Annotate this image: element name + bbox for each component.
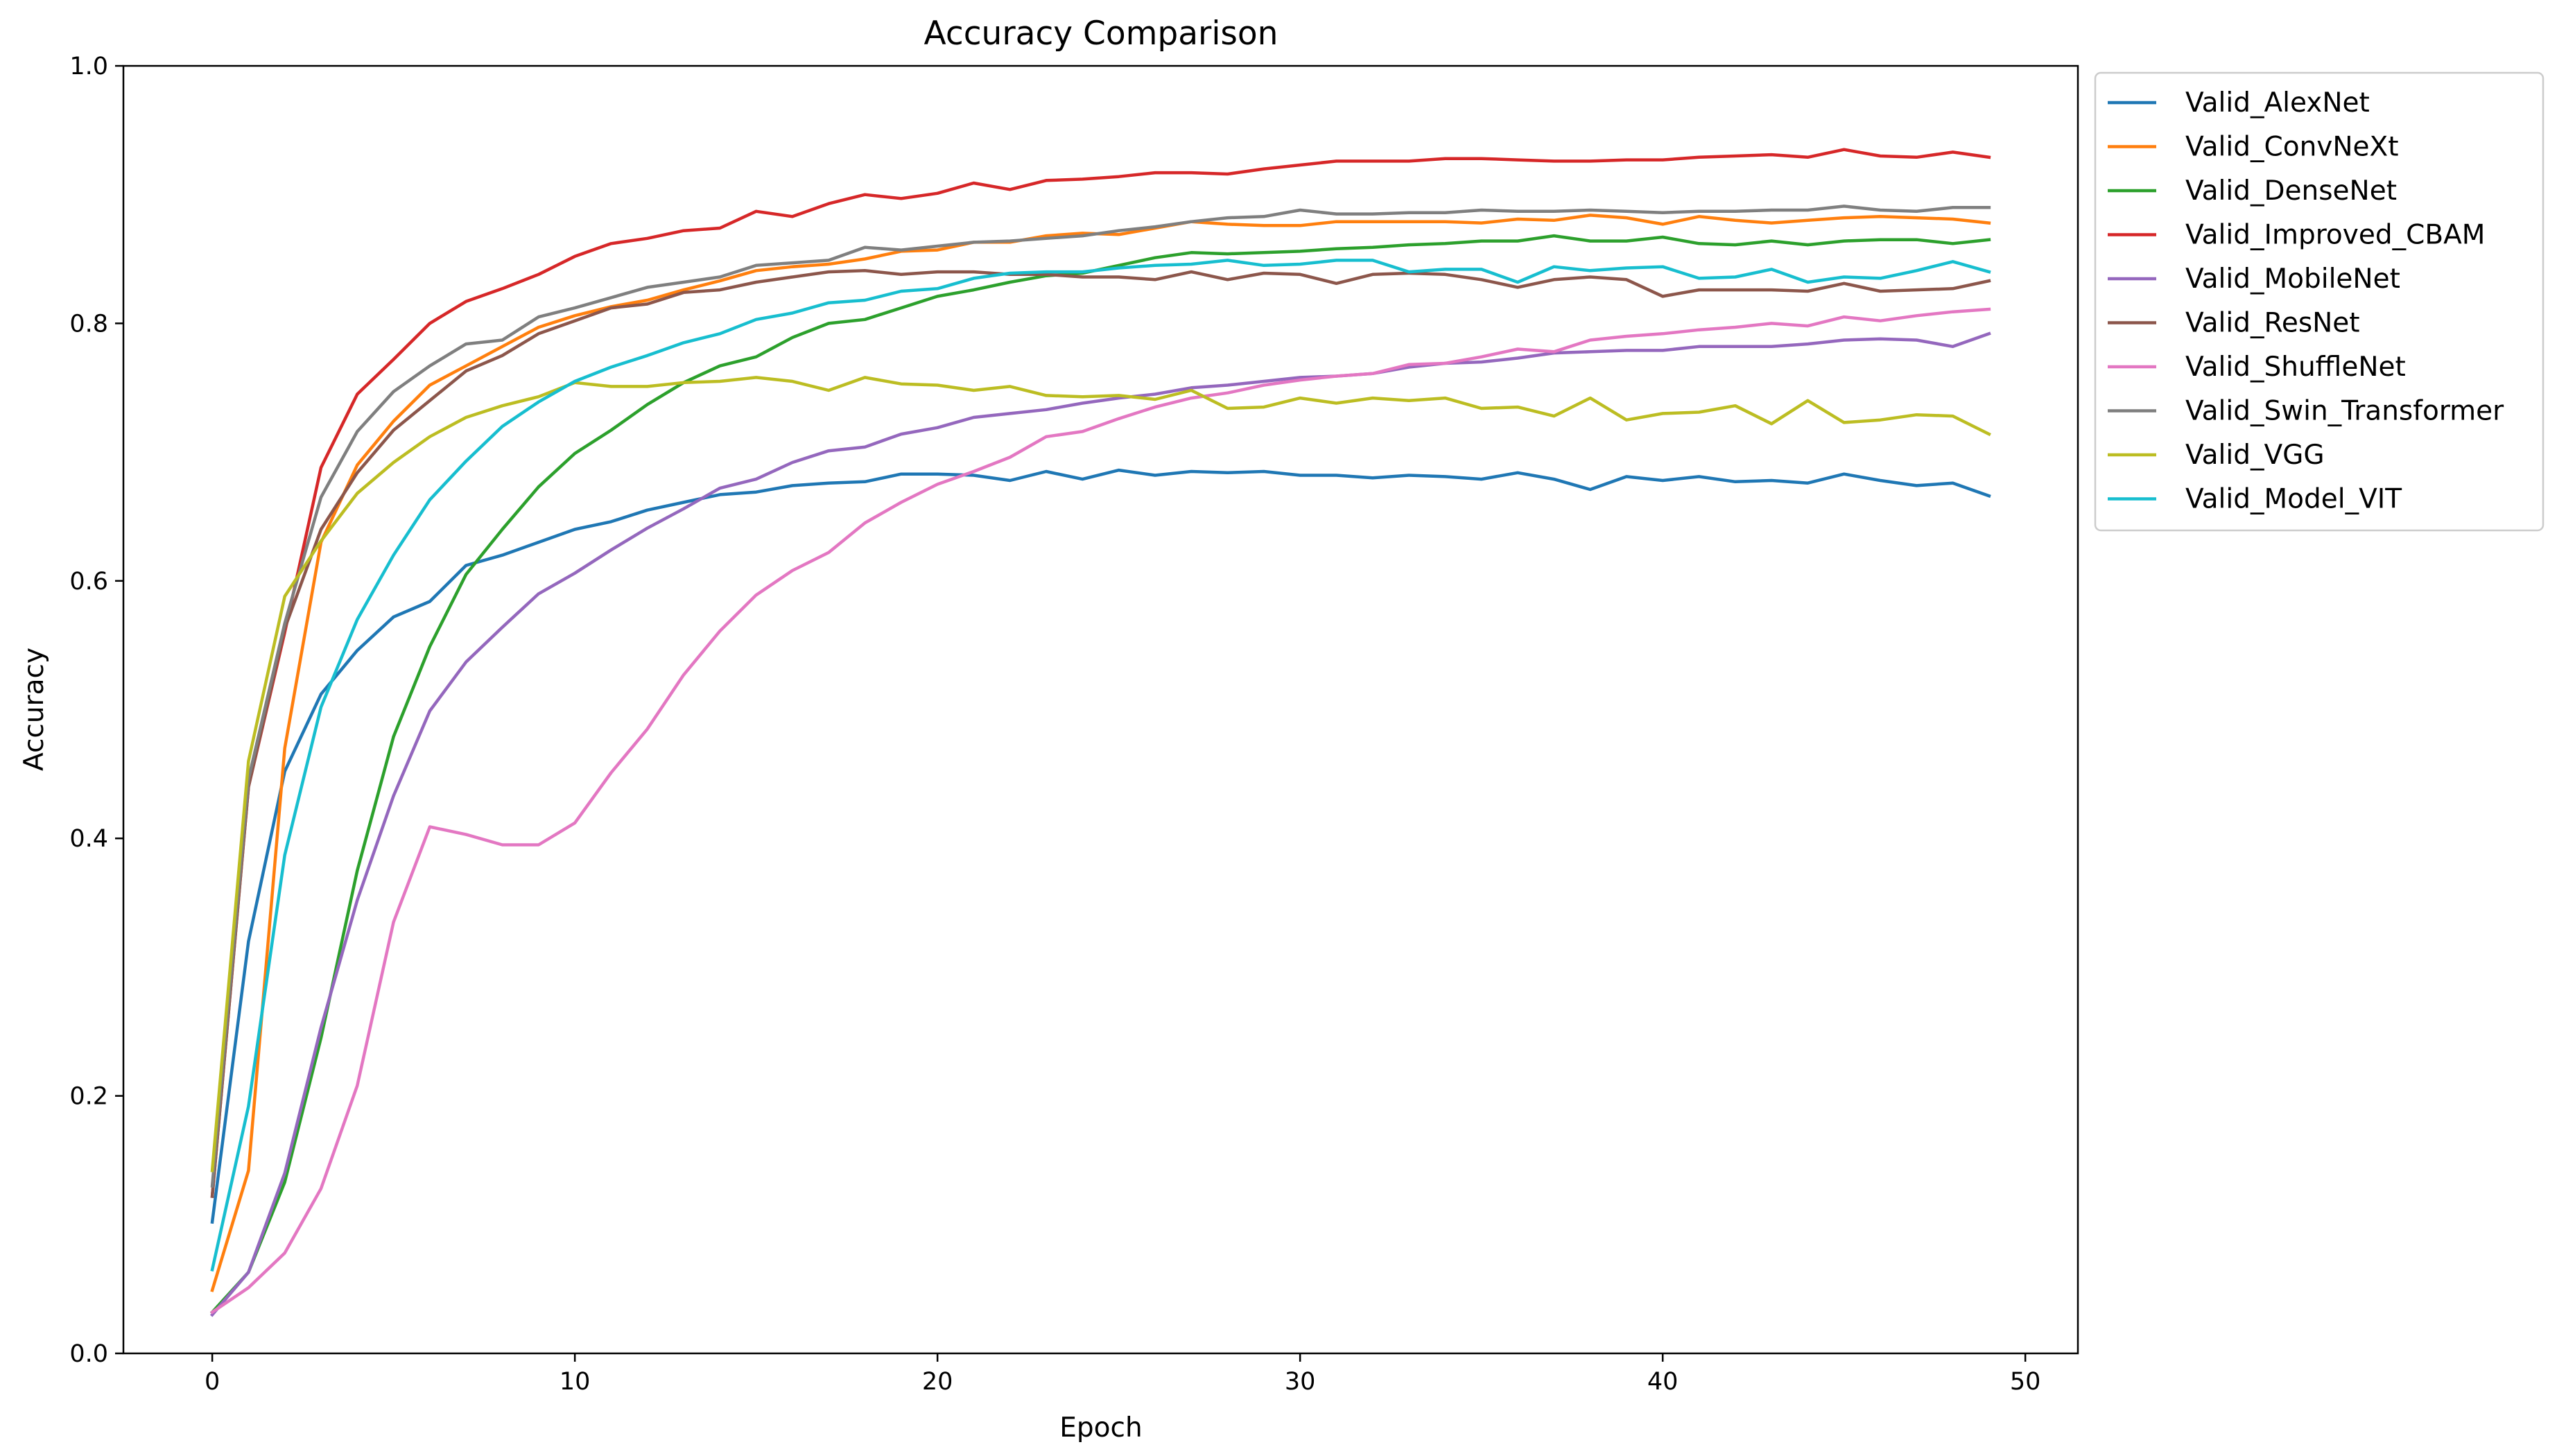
legend-items: Valid_AlexNet Valid_ConvNeXt Valid_DenseNe… [2108,87,2504,515]
y-axis-label: Accuracy [19,648,50,771]
legend-label-valid-alexnet: Valid_AlexNet [2185,87,2370,119]
legend-label-valid-swin-transformer: Valid_Swin_Transformer [2185,396,2504,427]
y-axis: 0.0 0.2 0.4 0.6 0.8 1.0 [69,53,123,1368]
chart-title: Accuracy Comparison [924,15,1278,53]
x-tick-label: 0 [205,1368,220,1396]
series-line-valid-shufflenet [209,307,1991,1315]
legend-frame [2094,71,2545,532]
plot-frame [122,64,2079,1355]
series-line-valid-improved-cbam [210,148,1991,1198]
legend-label-valid-vgg: Valid_VGG [2185,440,2325,471]
y-tick-label: 0.0 [69,1340,108,1368]
series-line-valid-vgg [210,376,1991,1172]
legend-label-valid-shufflenet: Valid_ShuffleNet [2185,352,2406,383]
legend: Valid_AlexNet Valid_ConvNeXt Valid_DenseNe… [2094,71,2545,532]
y-tick-label: 0.8 [69,310,108,338]
series-line-valid-model-vit [210,259,1991,1272]
x-tick-label: 50 [2010,1368,2041,1396]
x-tick-label: 20 [922,1368,953,1396]
series-line-valid-resnet [210,269,1991,1198]
legend-label-valid-convnext: Valid_ConvNeXt [2185,132,2399,163]
x-axis-label: Epoch [1059,1412,1142,1444]
legend-label-valid-densenet: Valid_DenseNet [2185,175,2397,207]
x-tick-label: 30 [1285,1368,1316,1396]
legend-label-valid-resnet: Valid_ResNet [2185,308,2360,339]
x-axis: 0 10 20 30 40 50 [205,1353,2040,1396]
series-line-valid-mobilenet [209,331,1991,1317]
plot-background [123,66,2078,1353]
x-tick-label: 40 [1647,1368,1679,1396]
y-tick-label: 1.0 [69,53,108,80]
series-line-valid-alexnet [210,468,1991,1224]
y-tick-label: 0.6 [69,568,108,596]
series-layer [209,148,1991,1317]
y-tick-label: 0.4 [69,825,108,853]
legend-label-valid-mobilenet: Valid_MobileNet [2185,263,2400,295]
series-line-valid-swin-transformer [210,205,1991,1188]
plot-area [122,64,2079,1355]
legend-label-valid-improved-cbam: Valid_Improved_CBAM [2185,220,2485,251]
x-tick-label: 10 [560,1368,591,1396]
legend-label-valid-model-vit: Valid_Model_VIT [2185,484,2402,515]
y-tick-label: 0.2 [69,1083,108,1111]
